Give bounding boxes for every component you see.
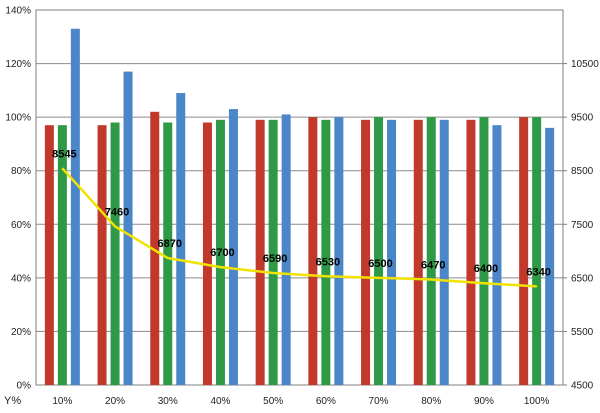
y-right-tick-label: 5500 [571,327,594,338]
line-data-label: 8545 [52,148,76,160]
axis-layer: 0% 20% 40% 60% 80% 100% 120% 140% 4500 5500 6500 75… [4,6,599,408]
x-tick-label: 70% [369,396,389,407]
x-tick-label: 50% [263,396,283,407]
y-right-tick-label: 8500 [571,166,594,177]
bar-series-3 [176,93,186,386]
bar-series-1 [255,119,265,386]
plot-area-frame [35,9,564,386]
bar-series-1 [361,119,371,386]
bar-series-2 [321,119,331,386]
x-tick-label: 10% [52,396,72,407]
bar-series-2 [426,117,436,386]
x-tick-label: 80% [421,396,441,407]
bar-series-3 [70,28,80,385]
bar-layer [44,28,555,386]
bar-series-1 [44,125,54,385]
x-tick-label: 40% [210,396,230,407]
line-series [61,167,537,288]
bar-series-3 [387,119,397,386]
bar-series-2 [215,119,225,386]
line-point [378,277,380,279]
y-right-tick-label: 4500 [571,381,594,392]
line-data-label: 7460 [105,206,129,218]
y-left-tick-label: 40% [11,273,31,284]
x-tick-label: 100% [524,396,550,407]
bar-series-3 [123,71,133,385]
bar-series-2 [268,119,278,386]
line-data-label: 6340 [526,266,550,278]
line-point [430,278,432,280]
y-left-tick-label: 60% [11,220,31,231]
bar-series-1 [150,111,160,386]
line-point [114,225,116,227]
y-right-tick-label: 7500 [571,220,594,231]
y-left-tick-label: 100% [5,113,31,124]
line-data-label: 6400 [474,263,498,275]
line-point [536,285,538,287]
y-right-tick-label: 10500 [571,59,599,70]
line-point [325,275,327,277]
bar-series-3 [334,117,344,386]
line-point [483,282,485,284]
line-point [61,167,63,169]
bar-series-1 [519,117,529,386]
line-data-label: 6470 [421,259,445,271]
bar-series-2 [374,117,384,386]
bar-series-2 [163,122,173,385]
y-left-tick-label: 0% [17,381,32,392]
bar-series-1 [308,117,318,386]
y-left-tick-label: 20% [11,327,31,338]
bar-series-1 [97,125,107,385]
bar-series-1 [413,119,423,386]
line-data-label: 6870 [158,238,182,250]
bar-series-3 [545,127,555,385]
bar-series-3 [228,109,238,385]
line-point [219,266,221,268]
line-point [272,272,274,274]
y-left-tick-label: 120% [5,59,31,70]
bar-series-3 [492,125,502,385]
bar-series-3 [281,114,291,385]
y-right-tick-label: 9500 [571,113,594,124]
line-data-label: 6590 [263,253,287,265]
x-tick-label: 90% [474,396,494,407]
bar-series-2 [532,117,542,386]
x-tick-label: 60% [316,396,336,407]
x-tick-label: 20% [105,396,125,407]
bar-series-2 [479,117,489,386]
line-point [167,257,169,259]
y-left-tick-label: 80% [11,166,31,177]
x-axis-label: Y% [4,395,21,407]
bar-series-3 [439,119,449,386]
line-data-label: 6500 [368,258,392,270]
bar-series-1 [466,119,476,386]
bar-series-2 [57,125,67,385]
line-layer [61,167,538,288]
line-data-label: 6700 [210,247,234,259]
line-data-label: 6530 [316,256,340,268]
bar-series-1 [202,122,212,385]
y-left-tick-label: 140% [5,6,31,17]
x-tick-label: 30% [158,396,178,407]
bar-series-2 [110,122,120,385]
data-label-layer: 8545 7460 6870 6700 6590 6530 6500 6470 6400 6340 [52,148,551,278]
y-right-tick-label: 6500 [571,273,594,284]
